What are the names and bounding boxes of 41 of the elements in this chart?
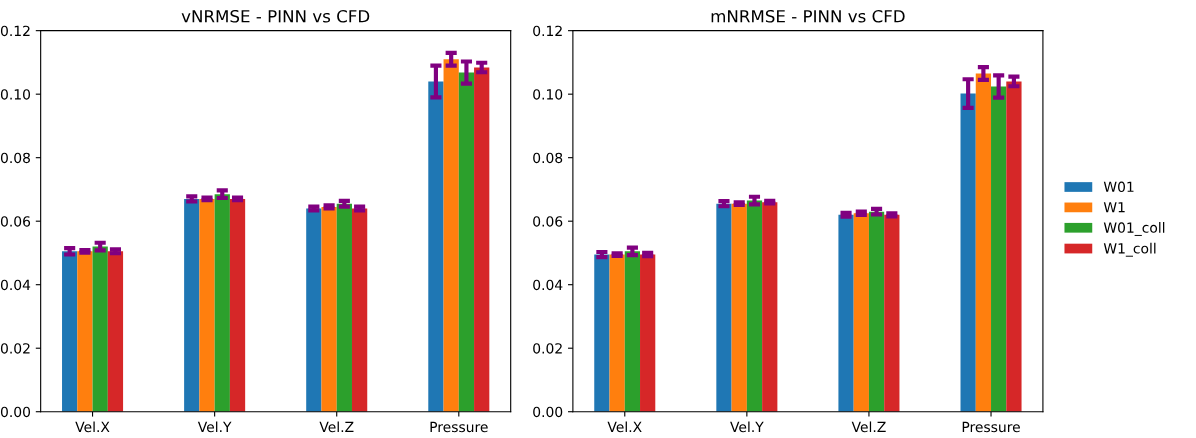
y-tick-label: 0.02 <box>0 343 30 354</box>
x-tick-label: Vel.X <box>607 421 642 433</box>
bar <box>609 254 625 412</box>
bar <box>443 59 459 412</box>
x-tick-label: Vel.Y <box>197 421 232 433</box>
bar <box>321 206 337 412</box>
y-tick-label: 0.04 <box>533 279 563 291</box>
legend-label: W1_coll <box>1103 242 1156 257</box>
bar <box>762 202 778 412</box>
y-tick-label: 0.02 <box>533 343 562 354</box>
y-tick-label: 0.08 <box>0 152 30 164</box>
legend-label: W01 <box>1103 181 1134 193</box>
x-tick-label: Vel.X <box>75 421 110 433</box>
y-tick-label: 0.04 <box>0 279 31 291</box>
bar <box>731 203 747 412</box>
y-tick-label: 0.10 <box>0 89 31 100</box>
bar <box>975 73 992 412</box>
x-tick-label: Vel.Z <box>319 421 354 433</box>
y-tick-label: 0.06 <box>0 216 31 227</box>
y-tick-label: 0.08 <box>533 152 563 164</box>
bar <box>428 81 444 412</box>
y-tick-label: 0.12 <box>533 25 562 37</box>
y-tick-label: 0.00 <box>0 406 31 418</box>
y-tick-label: 0.12 <box>0 25 30 37</box>
bar <box>991 86 1007 412</box>
x-tick-label: Vel.Z <box>851 421 886 433</box>
y-tick-label: 0.00 <box>533 406 563 418</box>
bar <box>199 198 215 412</box>
y-tick-label: 0.06 <box>533 216 563 227</box>
bar <box>77 251 93 412</box>
bar <box>458 72 475 412</box>
chart-title: mNRMSE - PINN vs CFD <box>711 9 905 23</box>
x-tick-label: Pressure <box>430 421 488 433</box>
bar <box>960 93 976 412</box>
x-tick-label: Pressure <box>962 421 1020 433</box>
x-tick-label: Vel.Y <box>730 421 764 433</box>
legend-label: W01_coll <box>1103 222 1165 236</box>
legend-label: W1 <box>1103 202 1125 213</box>
bar <box>853 213 869 412</box>
y-tick-label: 0.10 <box>533 89 563 100</box>
chart-title: vNRMSE - PINN vs CFD <box>181 9 370 23</box>
